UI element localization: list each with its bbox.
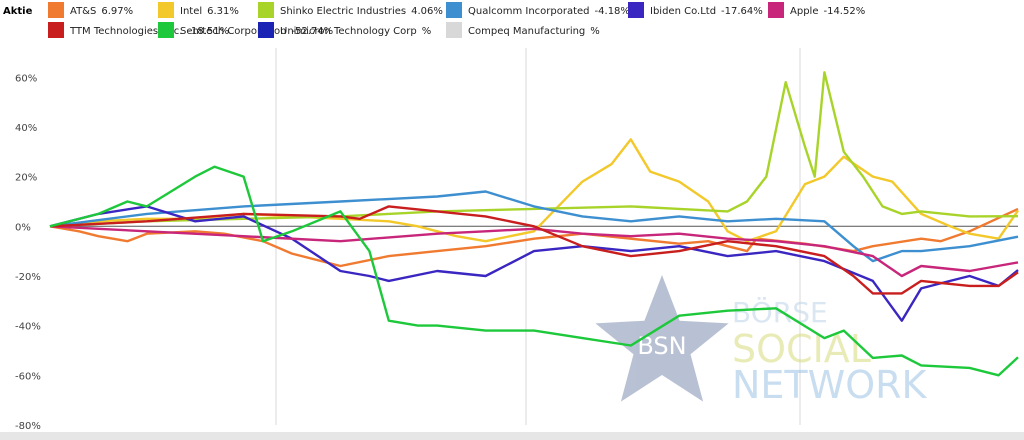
legend-swatch xyxy=(446,22,462,38)
y-tick-label: 40% xyxy=(15,123,37,134)
legend-item[interactable]: Unimicron Technology Corp% xyxy=(258,22,431,38)
legend-series-name: Shinko Electric Industries xyxy=(280,6,406,17)
series-line-ttm-technologies-inc[interactable] xyxy=(49,205,1019,295)
legend-title: Aktie xyxy=(3,6,33,17)
legend-series-name: Compeq Manufacturing xyxy=(468,26,585,37)
series-line-apple[interactable] xyxy=(49,225,1019,278)
legend-item[interactable]: Qualcomm Incorporated -4.18% xyxy=(446,2,630,18)
legend-item[interactable]: Semtech Corporation -52.74% xyxy=(158,22,333,38)
series-line-ibiden-co-ltd[interactable] xyxy=(49,205,1019,322)
legend-series-change: -4.18% xyxy=(595,6,630,17)
legend-series-change: % xyxy=(590,26,600,37)
legend-item[interactable]: Apple -14.52% xyxy=(768,2,865,18)
legend-series-change: 6.97% xyxy=(101,6,133,17)
legend-series-name: Apple xyxy=(790,6,818,17)
legend-series-change: -18.51% xyxy=(187,26,229,37)
legend-swatch xyxy=(258,2,274,18)
y-tick-label: 20% xyxy=(15,173,37,184)
series-line-semtech-corporation[interactable] xyxy=(49,165,1019,377)
y-tick-label: -80% xyxy=(15,421,41,432)
y-tick-label: -60% xyxy=(15,371,41,382)
legend-item[interactable]: Compeq Manufacturing% xyxy=(446,22,600,38)
scroll-track[interactable] xyxy=(0,432,1024,440)
legend-series-name: Intel xyxy=(180,6,202,17)
legend-swatch xyxy=(258,22,274,38)
legend-swatch xyxy=(48,22,64,38)
legend-item[interactable]: Intel 6.31% xyxy=(158,2,239,18)
series-line-qualcomm-incorporated[interactable] xyxy=(49,190,1019,263)
legend-swatch xyxy=(158,22,174,38)
series-lines xyxy=(49,71,1019,377)
legend-item[interactable]: AT&S 6.97% xyxy=(48,2,133,18)
y-tick-label: 0% xyxy=(15,222,31,233)
legend-swatch xyxy=(628,2,644,18)
legend-series-change: -17.64% xyxy=(721,6,763,17)
legend-series-name: Ibiden Co.Ltd xyxy=(650,6,716,17)
legend-swatch xyxy=(768,2,784,18)
y-tick-label: 60% xyxy=(15,73,37,84)
legend-item[interactable]: Shinko Electric Industries 4.06% xyxy=(258,2,443,18)
legend-series-change: -14.52% xyxy=(823,6,865,17)
y-tick-label: -40% xyxy=(15,322,41,333)
legend: Aktie AT&S 6.97% Intel 6.31% Shinko Electric … xyxy=(3,2,865,38)
legend-item[interactable]: Ibiden Co.Ltd -17.64% xyxy=(628,2,763,18)
legend-swatch xyxy=(48,2,64,18)
legend-swatch xyxy=(446,2,462,18)
legend-series-name: Unimicron Technology Corp xyxy=(280,26,417,37)
legend-series-change: % xyxy=(422,26,432,37)
legend-series-change: 6.31% xyxy=(207,6,239,17)
watermark-star-icon xyxy=(595,275,729,402)
legend-series-name: Semtech Corporation xyxy=(180,26,286,37)
legend-item[interactable]: TTM Technologies, Inc. -18.51% xyxy=(48,22,229,38)
legend-series-change: -52.74% xyxy=(291,26,333,37)
watermark-line3: NETWORK xyxy=(732,363,928,407)
y-axis-ticks: 60% 40% 20% 0% -20% -40% -60% -80% xyxy=(15,73,41,432)
legend-series-change: 4.06% xyxy=(411,6,443,17)
legend-series-name: AT&S xyxy=(70,6,96,17)
series-line-shinko-electric-industries[interactable] xyxy=(49,71,1019,228)
legend-series-name: TTM Technologies, Inc. xyxy=(69,26,182,37)
legend-series-name: Qualcomm Incorporated xyxy=(468,6,590,17)
legend-swatch xyxy=(158,2,174,18)
y-tick-label: -20% xyxy=(15,272,41,283)
